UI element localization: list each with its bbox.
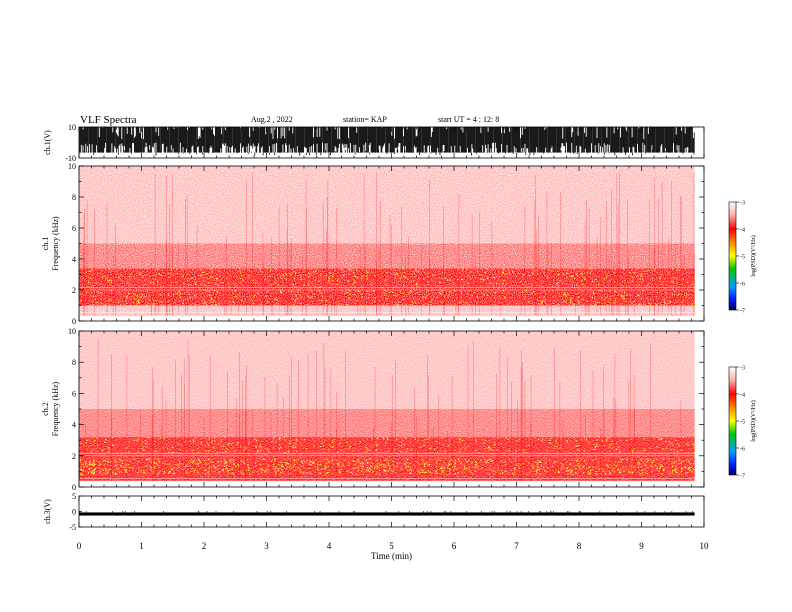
colorbar-gradient <box>728 201 737 311</box>
colorbar-tick-label: -5 <box>740 255 745 261</box>
ch1-trace-spikes <box>79 149 695 156</box>
x-tick-label: 5 <box>389 541 394 551</box>
y-tick-label: 0 <box>72 483 76 492</box>
ch2-colorbar: -3 -4 -5 -6 -7 log(PSD)(V²/Hz) <box>728 366 757 480</box>
spectrogram-texture <box>79 166 695 321</box>
x-tick-label: 6 <box>452 541 457 551</box>
colorbar-tick-label: -6 <box>740 447 745 453</box>
y-tick-label: 4 <box>72 421 76 430</box>
y-axis-label: ch.1Frequency (kHz) <box>41 216 60 271</box>
ch1-lower-gap <box>79 152 695 158</box>
spectrogram-image <box>78 331 696 487</box>
x-tick-label: 3 <box>264 541 269 551</box>
spectrogram-gap <box>79 316 695 321</box>
start-time-label: start UT = 4 : 12: 8 <box>438 115 499 124</box>
x-tick-label: 8 <box>577 541 582 551</box>
y-tick-label: 6 <box>72 224 76 233</box>
ch3-waveform-panel: 5 0 -5 ch.3(V) <box>43 492 705 532</box>
colorbar-tick-label: -3 <box>740 366 745 372</box>
y-tick-label: -10 <box>65 154 76 163</box>
y-tick-label: 4 <box>72 255 76 264</box>
y-axis-label-line: ch.1 <box>41 237 50 251</box>
y-axis-label-line: Frequency (kHz) <box>51 216 60 271</box>
y-axis-label-line: ch.1(V) <box>43 130 52 155</box>
colorbar-tick-label: -7 <box>740 474 745 480</box>
spectrogram-streaks <box>83 172 695 315</box>
y-axis-label: ch.2Frequency (kHz) <box>41 381 60 436</box>
y-tick-label: 8 <box>72 193 76 202</box>
ch1-spectrogram-panel: 0 2 4 6 8 10 ch.1Frequency (kHz) <box>41 162 705 326</box>
colorbar-tick-label: -6 <box>740 282 745 288</box>
colorbar-tick-label: -5 <box>740 420 745 426</box>
ch3-trace-spikes <box>79 511 693 513</box>
time-axis: 0 1 2 3 4 5 6 7 8 9 10 Time (min) <box>77 541 709 561</box>
y-tick-label: 0 <box>72 508 76 517</box>
station-label: station= KAP <box>343 115 387 124</box>
ch1-waveform-panel: 10 -10 ch.1(V) <box>43 123 705 163</box>
colorbar-label: log(PSD)(V²/Hz) <box>750 400 757 441</box>
y-tick-label: 2 <box>72 452 76 461</box>
ch2-spectrogram-panel: 0 2 4 6 8 10 ch.2Frequency (kHz) <box>41 327 705 492</box>
colorbar-tick-label: -3 <box>740 201 745 207</box>
x-tick-label: 9 <box>639 541 644 551</box>
y-axis-label: ch.1(V) <box>43 130 52 155</box>
y-axis-label: ch.3(V) <box>43 499 52 524</box>
colorbar-label: log(PSD)(V²/Hz) <box>750 235 757 276</box>
x-tick-label: 2 <box>202 541 207 551</box>
colorbar-tick-label: -7 <box>740 309 745 315</box>
spectrogram-gap <box>79 482 695 487</box>
colorbar-gradient <box>728 366 737 476</box>
x-tick-label: 10 <box>700 541 710 551</box>
y-tick-label: 10 <box>68 162 76 171</box>
x-tick-label: 4 <box>327 541 332 551</box>
ch1-colorbar: -3 -4 -5 -6 -7 log(PSD)(V²/Hz) <box>728 201 757 315</box>
y-tick-label: 10 <box>68 327 76 336</box>
x-tick-label: 0 <box>77 541 82 551</box>
spectrogram-texture <box>79 331 695 487</box>
y-tick-label: 2 <box>72 286 76 295</box>
colorbar-tick-label: -4 <box>740 393 745 399</box>
y-axis-label-line: ch.2 <box>41 402 50 416</box>
y-tick-label: 5 <box>72 492 76 501</box>
x-axis-label: Time (min) <box>371 551 412 561</box>
colorbar-tick-label: -4 <box>740 228 745 234</box>
y-tick-label: 10 <box>68 123 76 132</box>
x-tick-label: 1 <box>139 541 144 551</box>
y-axis-label-line: ch.3(V) <box>43 499 52 524</box>
y-tick-label: 0 <box>72 317 76 326</box>
spectrogram-image <box>79 166 696 321</box>
date-label: Aug.2 , 2022 <box>251 115 293 124</box>
x-tick-label: 7 <box>514 541 519 551</box>
figure-title: VLF Spectra <box>80 114 137 126</box>
y-tick-label: -5 <box>69 523 76 532</box>
y-axis-label-line: Frequency (kHz) <box>51 381 60 436</box>
spectrogram-streaks <box>78 339 685 481</box>
ch1-trace <box>79 127 695 155</box>
ch3-trace <box>79 512 695 516</box>
y-tick-label: 6 <box>72 389 76 398</box>
y-tick-label: 8 <box>72 358 76 367</box>
